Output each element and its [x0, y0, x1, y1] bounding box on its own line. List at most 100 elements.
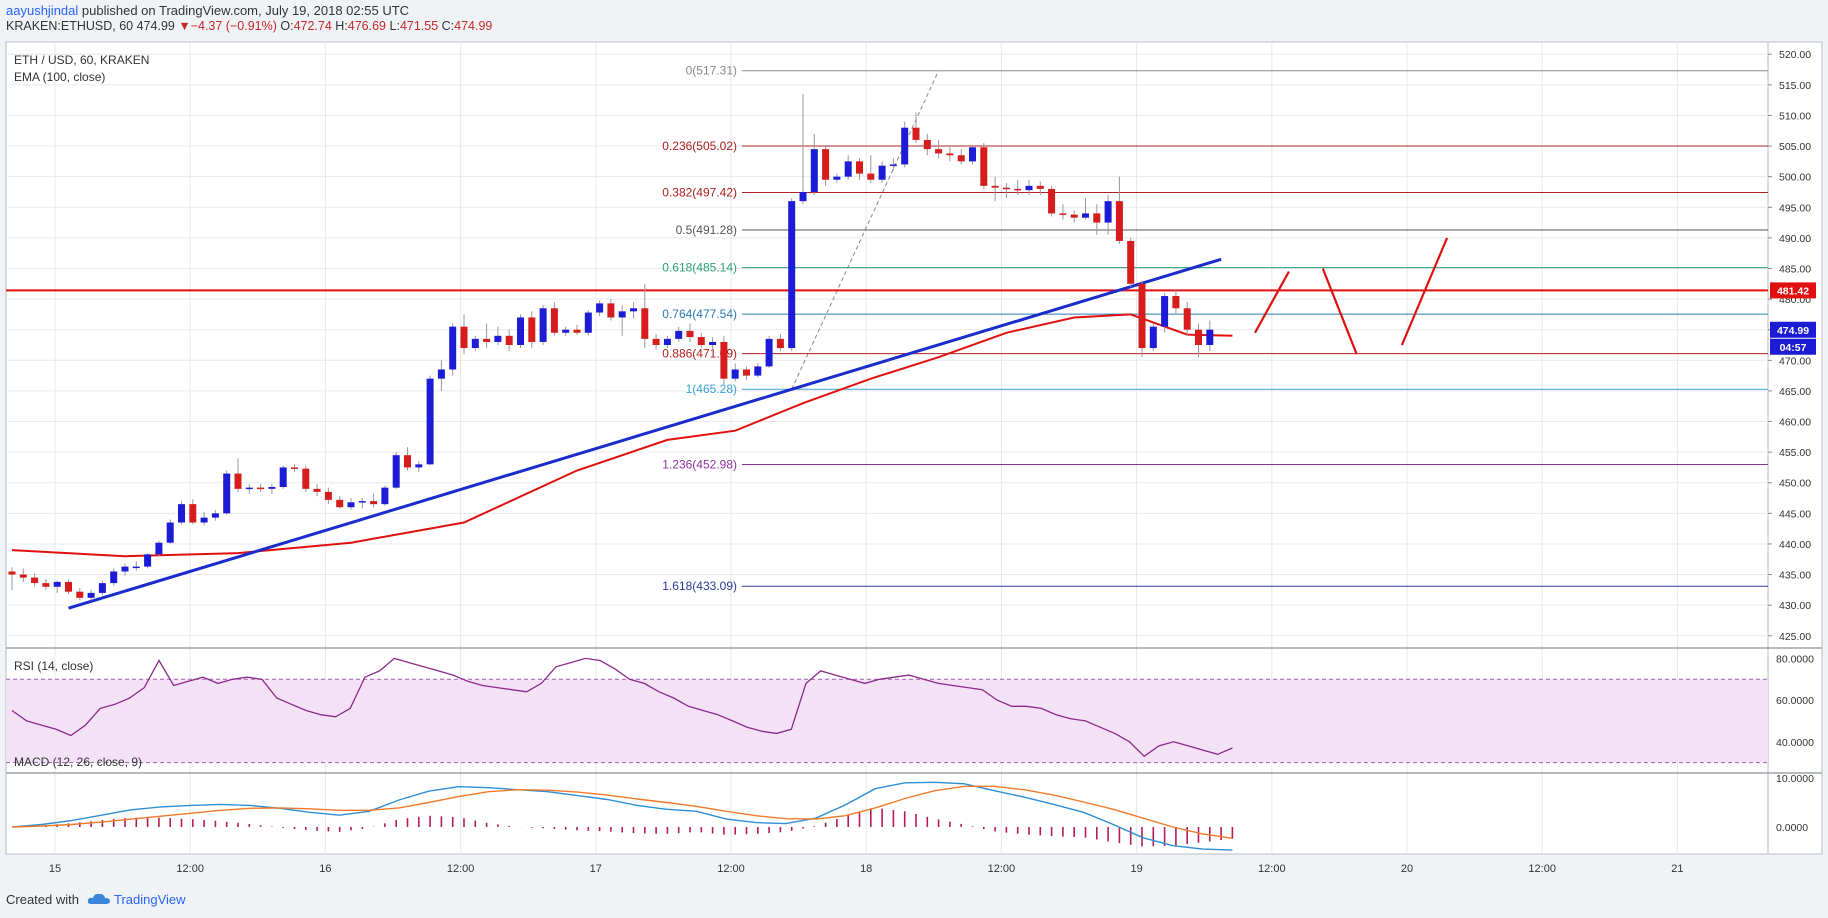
macd-pane[interactable]	[11, 781, 1234, 851]
candle-body	[370, 501, 378, 505]
price-axis-background	[1767, 41, 1823, 855]
candle-body	[517, 317, 524, 345]
candle-body	[1195, 329, 1202, 345]
symbol-line: KRAKEN:ETHUSD, 60 474.99 ▼−4.37 (−0.91%)…	[6, 19, 492, 33]
ema-line	[11, 313, 1233, 558]
fib-level-label: 0.764(477.54)	[662, 307, 737, 321]
projection-path-segment	[1400, 237, 1449, 346]
candle-body	[912, 127, 920, 140]
candle-body	[1127, 240, 1135, 284]
y-tick-label: 450.00	[1779, 478, 1811, 490]
macd-legend: MACD (12, 26, close, 9)	[14, 755, 142, 769]
candle-body	[901, 127, 909, 165]
candle-body	[799, 191, 807, 202]
macd-tick-label: 10.0000	[1776, 773, 1814, 785]
fib-level-label: 1.236(452.98)	[662, 457, 737, 471]
candle-body	[562, 329, 570, 333]
candle-body	[223, 473, 231, 514]
y-tick-label: 510.00	[1779, 110, 1811, 122]
candle-body	[675, 330, 683, 339]
countdown-badge: 04:57	[1780, 342, 1807, 354]
candle-body	[1048, 188, 1056, 214]
candle-body	[234, 473, 242, 489]
x-tick-label: 12:00	[1528, 863, 1556, 875]
bullish-trend-line	[68, 257, 1222, 610]
rsi-pane[interactable]	[6, 657, 1768, 764]
chart-title: ETH / USD, 60, KRAKEN	[14, 53, 149, 67]
low-value: 471.55	[399, 19, 439, 33]
candle-body	[415, 464, 423, 468]
candle-body	[1172, 296, 1180, 309]
high-label: H:	[335, 19, 348, 33]
x-tick-label: 12:00	[988, 863, 1016, 875]
candle-body	[596, 303, 604, 313]
candle-body	[200, 517, 208, 523]
macd-tick-label: 0.0000	[1776, 822, 1808, 834]
candle-body	[132, 566, 140, 569]
candle-body	[313, 488, 321, 492]
candle-body	[76, 591, 84, 598]
rsi-tick-label: 80.0000	[1776, 653, 1814, 665]
candle-body	[347, 502, 355, 508]
y-tick-label: 430.00	[1779, 600, 1811, 612]
candle-body	[471, 338, 479, 349]
fib-level-label: 0(517.31)	[686, 64, 737, 78]
tradingview-brand-link[interactable]: TradingView	[114, 892, 186, 907]
candle-body	[268, 487, 276, 489]
rsi-legend: RSI (14, close)	[14, 659, 93, 673]
candle-body	[437, 369, 445, 379]
x-tick-label: 18	[860, 863, 872, 875]
y-tick-label: 440.00	[1779, 539, 1811, 551]
candle-body	[144, 554, 152, 567]
candle-body	[1138, 283, 1146, 349]
candle-body	[381, 487, 389, 505]
open-value: 472.74	[293, 19, 332, 33]
x-tick-label: 12:00	[176, 863, 204, 875]
y-tick-label: 470.00	[1779, 355, 1811, 367]
candle-body	[302, 468, 310, 489]
y-tick-label: 500.00	[1779, 172, 1811, 184]
x-tick-label: 12:00	[1258, 863, 1286, 875]
down-arrow-icon: ▼	[178, 19, 191, 33]
candle-body	[788, 201, 796, 349]
candle-body	[889, 164, 897, 166]
candle-body	[449, 326, 457, 370]
candle-body	[279, 467, 287, 488]
y-tick-label: 515.00	[1779, 80, 1811, 92]
candle-body	[844, 161, 852, 177]
candle-body	[483, 338, 491, 342]
candle-body	[652, 338, 660, 345]
candle-body	[1149, 326, 1157, 349]
y-tick-label: 485.00	[1779, 263, 1811, 275]
projection-path-segment	[1254, 271, 1290, 334]
axes: 15 12:00 16 12:00 17 12:00 18 12:00 19 12:00 20 12:…	[6, 49, 1822, 875]
publish-line: aayushjindal published on TradingView.co…	[6, 3, 409, 18]
close-value: 474.99	[454, 19, 493, 33]
candle-body	[245, 487, 253, 490]
x-tick-label: 12:00	[717, 863, 745, 875]
low-label: L:	[389, 19, 400, 33]
resistance-badge: 481.42	[1777, 285, 1809, 297]
countdown-badge-bg	[1770, 338, 1816, 355]
projection-path-segment	[1321, 268, 1358, 355]
author-link[interactable]: aayushjindal	[6, 3, 79, 18]
y-tick-label: 520.00	[1779, 49, 1811, 61]
candle-body	[573, 329, 581, 333]
candle-body	[65, 581, 72, 592]
candle-body	[618, 311, 626, 318]
candle-body	[856, 161, 863, 174]
fib-level-label: 0.5(491.28)	[676, 223, 737, 237]
price-pane[interactable]: 0(517.31) 0.236(505.02) 0.382(497.42) 0.5(4…	[6, 64, 1768, 610]
fib-level-label: 1(465.28)	[686, 382, 737, 396]
candle-body	[709, 341, 717, 345]
candle-body	[336, 499, 344, 508]
candle-body	[494, 335, 502, 342]
y-tick-label: 465.00	[1779, 386, 1811, 398]
x-tick-label: 21	[1671, 863, 1683, 875]
candle-body	[1014, 188, 1022, 191]
candle-body	[404, 455, 411, 468]
y-tick-label: 455.00	[1779, 447, 1811, 459]
tradingview-cloud-icon	[87, 893, 110, 904]
open-label: O:	[280, 19, 294, 33]
